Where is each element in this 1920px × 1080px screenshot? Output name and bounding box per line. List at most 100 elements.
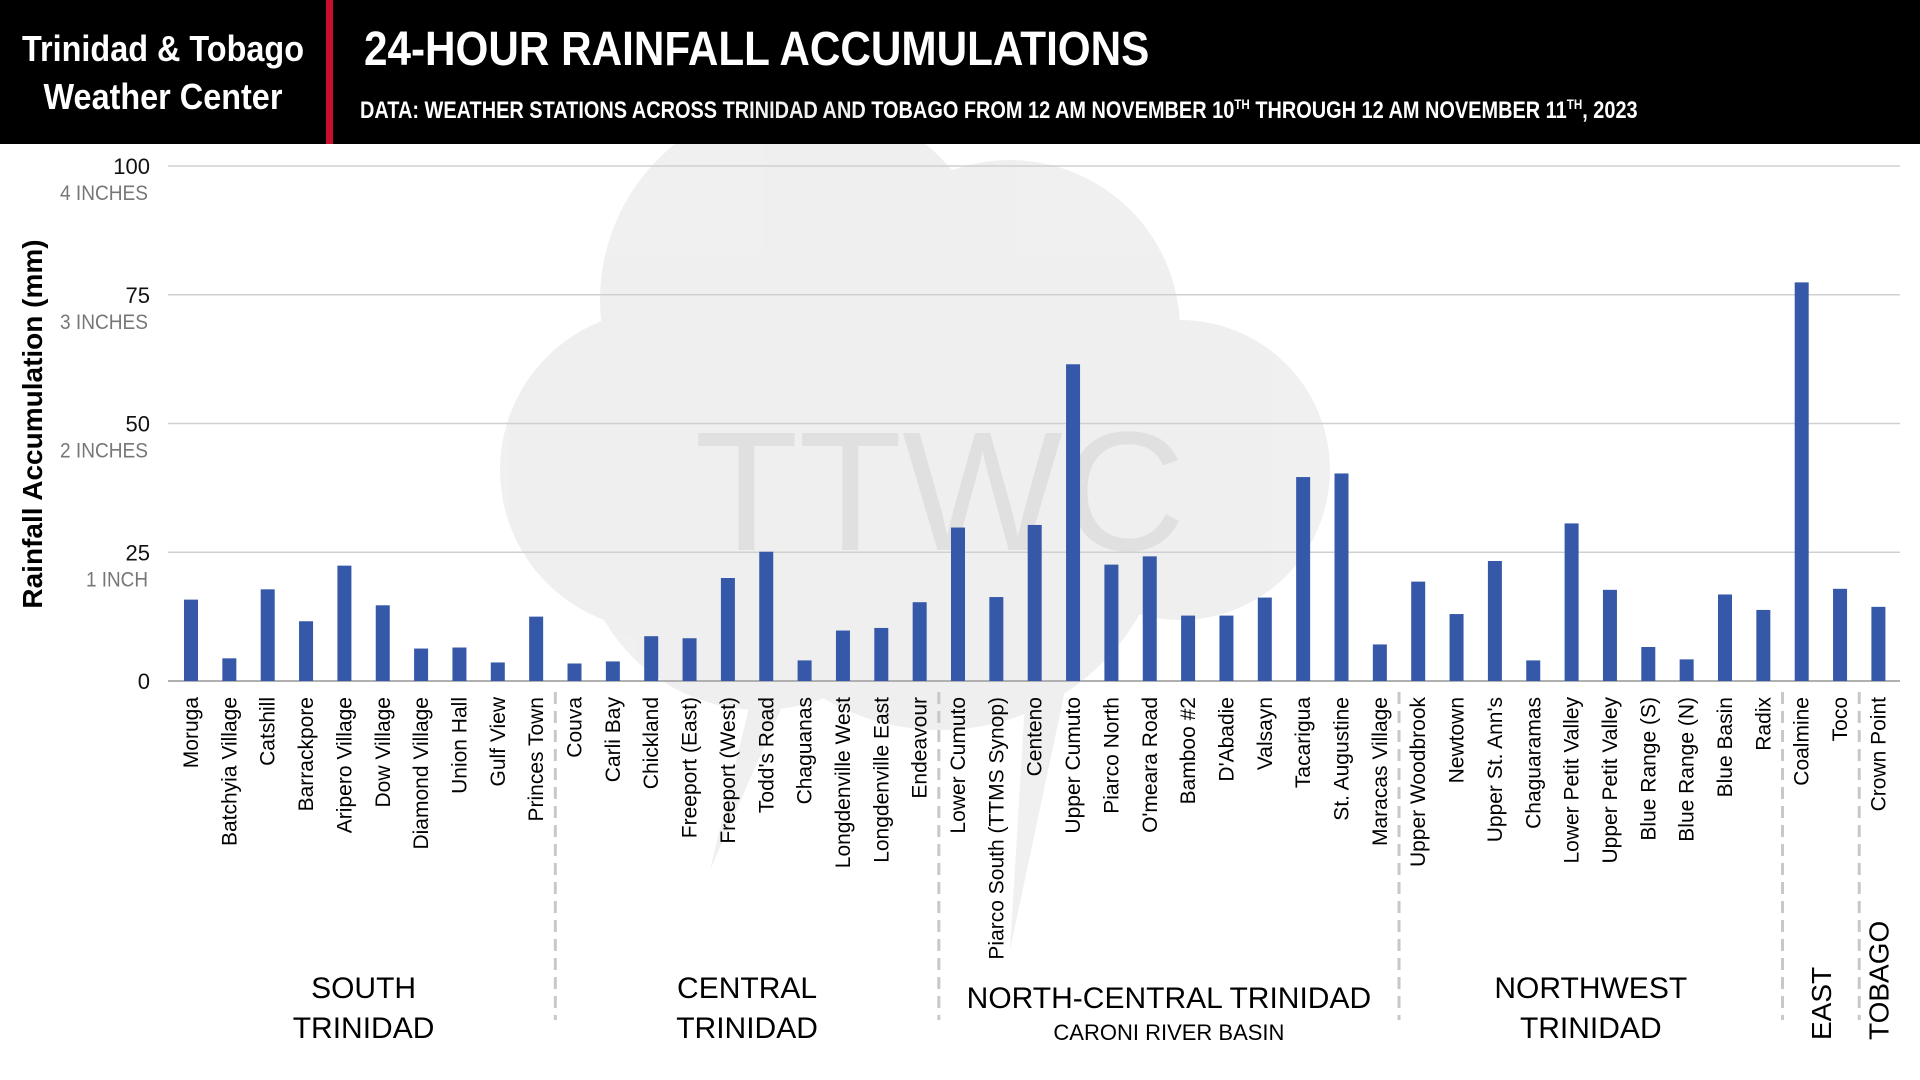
x-tick-label: Couva xyxy=(564,697,587,758)
x-tick-label: Chaguaramas xyxy=(1522,697,1545,829)
bar xyxy=(452,647,467,681)
subtitle-part-a: DATA: WEATHER STATIONS ACROSS TRINIDAD A… xyxy=(360,97,1235,124)
y-tick-label: 25 xyxy=(126,540,150,565)
y-tick-label: 0 xyxy=(138,669,150,694)
bar xyxy=(1142,556,1157,681)
x-tick-label: Chickland xyxy=(640,697,663,789)
y-tick-label: 100 xyxy=(113,154,150,179)
bar xyxy=(1602,589,1617,681)
bar xyxy=(260,589,275,681)
accent-divider xyxy=(326,0,333,144)
bar xyxy=(490,662,505,681)
bar xyxy=(299,621,314,681)
x-tick-label: Blue Basin xyxy=(1714,697,1737,797)
watermark-bolt xyxy=(710,620,820,870)
watermark-cloud-icon xyxy=(500,100,1330,950)
x-tick-label: Endeavour xyxy=(909,697,932,799)
x-tick-label: Carli Bay xyxy=(602,697,625,783)
y-tick-label: 50 xyxy=(126,412,150,437)
bar xyxy=(567,663,582,681)
y-axis-title: Rainfall Accumulation (mm) xyxy=(17,239,48,608)
brand-line1: Trinidad & Tobago xyxy=(22,28,304,69)
x-tick-label: Todd's Road xyxy=(755,697,778,813)
x-tick-label: Longdenville West xyxy=(832,697,855,868)
y-tick-label: 75 xyxy=(126,283,150,308)
bar xyxy=(1794,282,1809,681)
watermark-cloud-lobe xyxy=(580,350,940,710)
bar xyxy=(1104,564,1119,681)
x-tick-label: Newtown xyxy=(1446,697,1469,783)
watermark-cloud-lobe xyxy=(600,100,1000,500)
region-label-line2: TRINIDAD xyxy=(293,1012,435,1045)
y-tick-inches: 1 INCH xyxy=(86,568,148,591)
x-tick-label: Dow Village xyxy=(372,697,395,808)
x-tick-label: Upper St. Ann's xyxy=(1484,697,1507,842)
x-tick-label: Blue Range (N) xyxy=(1676,697,1699,842)
bar xyxy=(1334,473,1349,681)
watermark-cloud-lobe xyxy=(710,270,1170,730)
x-tick-label: Moruga xyxy=(180,697,203,769)
bar xyxy=(1641,647,1656,681)
x-tick-label: Radix xyxy=(1752,697,1775,751)
x-tick-label: Upper Petit Valley xyxy=(1599,697,1622,864)
bar xyxy=(1219,615,1234,681)
bar xyxy=(1487,561,1502,681)
x-tick-label: Upper Woodbrook xyxy=(1407,697,1430,868)
bar xyxy=(605,661,620,681)
bar xyxy=(1372,644,1387,681)
x-tick-label: Bamboo #2 xyxy=(1177,697,1200,804)
bar xyxy=(1257,597,1272,681)
bar xyxy=(835,630,850,681)
x-tick-label: Gulf View xyxy=(487,696,510,786)
y-tick-inches: 2 INCHES xyxy=(60,440,148,463)
x-tick-label: Diamond Village xyxy=(410,697,433,850)
x-tick-label: Maracas Village xyxy=(1369,697,1392,846)
page-title: 24-HOUR RAINFALL ACCUMULATIONS xyxy=(364,23,1150,76)
x-tick-label: Catshill xyxy=(257,697,280,766)
bar xyxy=(529,616,544,681)
region-label-line2: TRINIDAD xyxy=(1520,1012,1662,1045)
region-label: TOBAGO xyxy=(1863,921,1894,1040)
bar xyxy=(375,605,390,681)
subtitle-part-b: THROUGH 12 AM NOVEMBER 11 xyxy=(1249,97,1567,124)
x-tick-label: Upper Cumuto xyxy=(1062,697,1085,834)
bar xyxy=(644,636,659,681)
bar xyxy=(682,638,697,681)
region-sublabel: CARONI RIVER BASIN xyxy=(1053,1020,1284,1045)
bar xyxy=(912,602,927,681)
bar xyxy=(337,565,352,681)
bar xyxy=(951,527,965,681)
watermark-cloud-lobe xyxy=(1030,320,1330,620)
x-tick-label: Toco xyxy=(1829,697,1852,741)
x-tick-label: Barrackpore xyxy=(295,697,318,811)
region-label-line1: SOUTH xyxy=(311,972,416,1005)
x-tick-label: Lower Cumuto xyxy=(947,697,970,834)
x-tick-label: Piarco North xyxy=(1100,697,1123,814)
x-tick-label: D'Abadie xyxy=(1215,697,1238,782)
x-tick-label: Freeport (East) xyxy=(679,697,702,838)
bar xyxy=(797,660,812,681)
bar xyxy=(1449,614,1464,681)
x-tick-label: Centeno xyxy=(1024,697,1047,776)
region-label-line1: CENTRAL xyxy=(677,972,817,1005)
y-tick-inches: 4 INCHES xyxy=(60,182,148,205)
region-label-line1: NORTHWEST xyxy=(1494,972,1687,1005)
x-tick-label: O'meara Road xyxy=(1139,697,1162,833)
bar xyxy=(222,658,237,681)
brand-line2: Weather Center xyxy=(43,76,283,117)
brand-logo: Trinidad & Tobago Weather Center xyxy=(0,0,326,144)
watermark-cloud-lobe xyxy=(840,160,1180,500)
watermark-cloud-lobe xyxy=(500,310,820,630)
bar xyxy=(184,599,198,681)
subtitle-part-c: , 2023 xyxy=(1582,97,1638,124)
watermark-text: TTWC xyxy=(695,397,1186,587)
x-tick-label: St. Augustine xyxy=(1331,697,1354,821)
x-tick-label: Freeport (West) xyxy=(717,697,740,844)
bar xyxy=(759,551,774,681)
subtitle-sup-b: TH xyxy=(1566,96,1583,112)
y-tick-inches: 3 INCHES xyxy=(60,311,148,334)
bar xyxy=(1718,594,1732,681)
bar xyxy=(989,597,1004,681)
x-tick-label: Crown Point xyxy=(1867,697,1890,812)
bar xyxy=(1526,660,1541,681)
